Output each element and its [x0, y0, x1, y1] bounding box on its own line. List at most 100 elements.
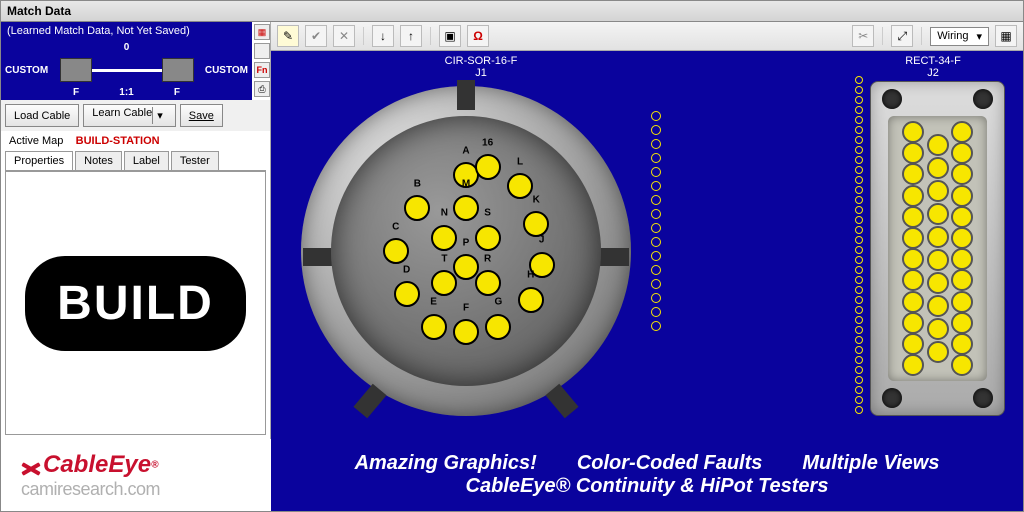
circ-pin-label-T: T [441, 254, 447, 265]
grid-icon[interactable]: ▦ [995, 25, 1017, 47]
build-badge: BUILD [25, 256, 246, 351]
rect-pin[interactable] [927, 318, 949, 340]
rect-pin[interactable] [902, 142, 924, 164]
circ-pin-M[interactable] [453, 195, 479, 221]
learn-dropdown-arrow[interactable]: ▾ [152, 107, 167, 124]
rect-pin[interactable] [902, 333, 924, 355]
rect-pin[interactable] [927, 272, 949, 294]
load-cable-button[interactable]: Load Cable [5, 104, 79, 127]
connector-viewer: CIR-SOR-16-F J1 RECT-34-F J2 [271, 51, 1023, 439]
status-strip: (Learned Match Data, Not Yet Saved) [1, 22, 252, 40]
rect-pin[interactable] [951, 142, 973, 164]
c2-index-pin [855, 186, 863, 194]
rect-pin[interactable] [902, 312, 924, 334]
tab-label[interactable]: Label [124, 151, 169, 170]
c1-index-pin [651, 167, 661, 177]
circ-pin-C[interactable] [383, 238, 409, 264]
arrow-up-icon[interactable]: ↑ [400, 25, 422, 47]
ohm-icon[interactable]: Ω [467, 25, 489, 47]
circ-pin-P[interactable] [453, 254, 479, 280]
pencil-icon[interactable]: ✎ [277, 25, 299, 47]
circ-pin-N[interactable] [431, 225, 457, 251]
rect-pin[interactable] [951, 354, 973, 376]
rect-pin[interactable] [951, 248, 973, 270]
rect-pin[interactable] [951, 291, 973, 313]
circular-connector[interactable]: A16LBMKCNSJPDTRHEFG [301, 86, 631, 416]
c1-index-pin [651, 223, 661, 233]
rect-pin[interactable] [927, 341, 949, 363]
circ-pin-H[interactable] [518, 287, 544, 313]
close-icon[interactable]: ✕ [333, 25, 355, 47]
chevron-down-icon: ▾ [976, 30, 982, 43]
rect-pin[interactable] [927, 203, 949, 225]
c2-index-pin [855, 76, 863, 84]
tab-properties[interactable]: Properties [5, 151, 73, 170]
cut-icon[interactable]: ✂ [852, 25, 874, 47]
fn-icon[interactable]: Fn [254, 62, 270, 78]
tab-tester[interactable]: Tester [171, 151, 219, 170]
rect-pin[interactable] [902, 354, 924, 376]
chip-icon[interactable]: ▣ [439, 25, 461, 47]
blank-icon-1[interactable] [254, 43, 270, 59]
c2-index-pin [855, 146, 863, 154]
circ-pin-K[interactable] [523, 211, 549, 237]
circ-pin-G[interactable] [485, 314, 511, 340]
rect-pin[interactable] [927, 295, 949, 317]
circ-pin-S[interactable] [475, 225, 501, 251]
rect-pin[interactable] [951, 312, 973, 334]
rect-pin[interactable] [902, 269, 924, 291]
rect-pin[interactable] [902, 227, 924, 249]
c2-index-pin [855, 106, 863, 114]
mount-hole-tr [973, 89, 993, 109]
rect-pin[interactable] [902, 291, 924, 313]
circ-pin-16[interactable] [475, 154, 501, 180]
rect-pin[interactable] [951, 269, 973, 291]
rect-pin[interactable] [951, 185, 973, 207]
rect-pin[interactable] [951, 163, 973, 185]
learn-cable-button[interactable]: Learn Cable ▾ [83, 104, 175, 127]
c2-index-pin [855, 316, 863, 324]
rect-pin[interactable] [927, 157, 949, 179]
brand-x-icon [21, 460, 41, 478]
rect-pin[interactable] [951, 206, 973, 228]
rect-pin[interactable] [902, 121, 924, 143]
rect-pin[interactable] [902, 185, 924, 207]
rect-pin[interactable] [927, 226, 949, 248]
circ-pin-D[interactable] [394, 281, 420, 307]
circ-pin-F[interactable] [453, 319, 479, 345]
circ-pin-T[interactable] [431, 270, 457, 296]
hash-icon[interactable]: ▦ [254, 24, 270, 40]
active-map-value: BUILD-STATION [76, 135, 160, 147]
rect-pin[interactable] [951, 333, 973, 355]
save-button[interactable]: Save [180, 104, 223, 127]
footer: CableEye® camiresearch.com Amazing Graph… [1, 439, 1023, 511]
print-icon[interactable]: ⎙ [254, 81, 270, 97]
expand-icon[interactable]: ⤢ [891, 25, 913, 47]
circ-pin-R[interactable] [475, 270, 501, 296]
arrow-down-icon[interactable]: ↓ [372, 25, 394, 47]
rect-pin[interactable] [902, 206, 924, 228]
tab-notes[interactable]: Notes [75, 151, 122, 170]
rect-pin[interactable] [927, 180, 949, 202]
rect-pin[interactable] [927, 249, 949, 271]
rect-pin[interactable] [927, 134, 949, 156]
footer-tag1: Amazing Graphics! [355, 452, 537, 475]
circ-pin-E[interactable] [421, 314, 447, 340]
view-mode-dropdown[interactable]: Wiring ▾ [930, 27, 989, 46]
rect-pin[interactable] [902, 163, 924, 185]
footer-tag2: Color-Coded Faults [577, 452, 763, 475]
check-icon[interactable]: ✔ [305, 25, 327, 47]
circ-pin-label-C: C [392, 221, 399, 232]
circ-pin-L[interactable] [507, 173, 533, 199]
diagram-right-sub: F [174, 87, 180, 98]
tab-content: BUILD [5, 171, 266, 435]
key-notch-top [457, 80, 475, 110]
rect-pin[interactable] [902, 248, 924, 270]
diagram-top: 0 [124, 42, 130, 53]
c2-index-pin [855, 376, 863, 384]
circ-pin-B[interactable] [404, 195, 430, 221]
rect-pin[interactable] [951, 227, 973, 249]
app-window: Match Data (Learned Match Data, Not Yet … [0, 0, 1024, 512]
rect-pin[interactable] [951, 121, 973, 143]
rectangular-connector[interactable] [870, 81, 1005, 416]
